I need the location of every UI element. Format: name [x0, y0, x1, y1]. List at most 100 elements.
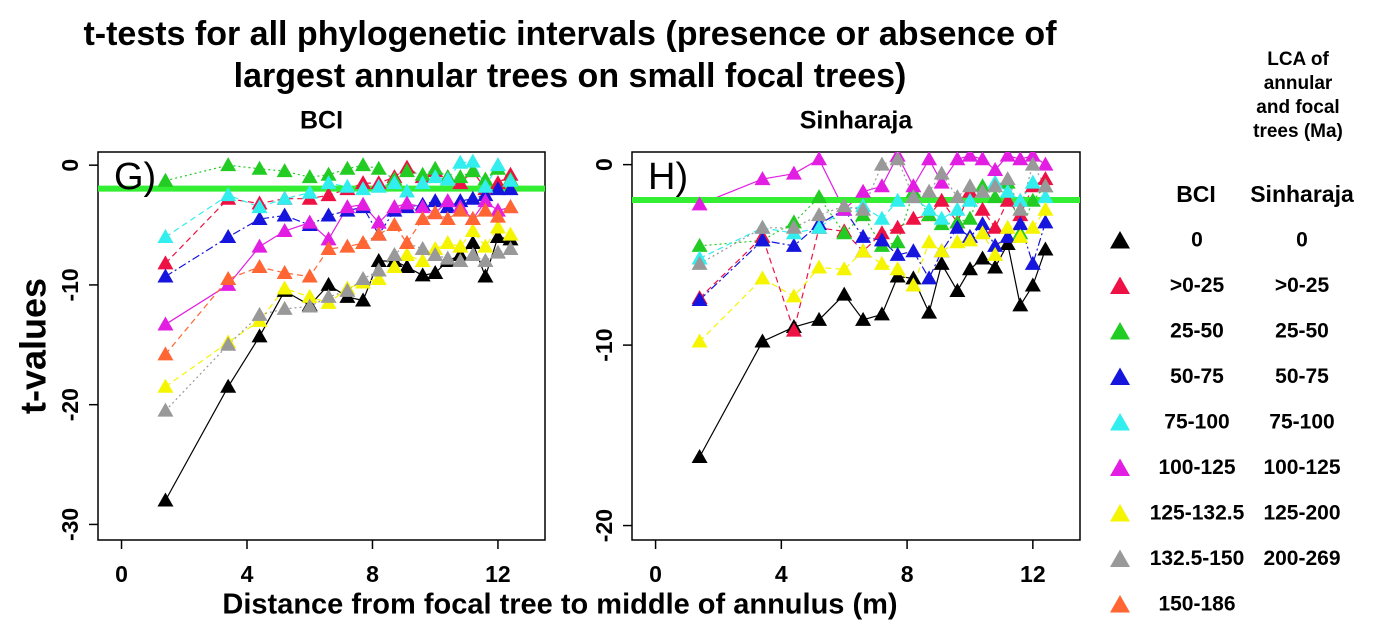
triangle-marker — [464, 223, 481, 238]
triangle-marker — [251, 328, 268, 343]
legend-label: 75-100 — [1269, 411, 1334, 434]
triangle-marker — [933, 255, 950, 270]
triangle-marker — [251, 211, 268, 226]
y-tick-label: -20 — [591, 509, 617, 542]
legend-label: 50-75 — [1170, 365, 1224, 388]
triangle-marker — [157, 172, 174, 187]
triangle-marker — [386, 258, 403, 273]
triangle-marker — [301, 214, 318, 229]
triangle-marker — [754, 219, 771, 234]
triangle-marker — [889, 246, 906, 261]
triangle-marker — [1012, 152, 1029, 166]
triangle-marker — [754, 232, 771, 247]
triangle-marker — [220, 187, 237, 202]
triangle-marker — [339, 199, 356, 214]
legend-swatch — [1110, 549, 1130, 567]
triangle-marker — [355, 292, 372, 307]
triangle-marker — [477, 171, 494, 186]
triangle-marker — [464, 235, 481, 250]
triangle-marker — [398, 195, 415, 210]
triangle-marker — [873, 156, 890, 171]
triangle-marker — [999, 192, 1016, 207]
triangle-marker — [320, 175, 337, 190]
triangle-marker — [873, 232, 890, 247]
triangle-marker — [873, 225, 890, 240]
triangle-marker — [1037, 171, 1054, 186]
legend-swatch — [1110, 458, 1130, 476]
x-tick-label: 12 — [1020, 561, 1046, 587]
triangle-marker — [811, 207, 828, 222]
triangle-marker — [811, 152, 828, 166]
series-line — [164, 206, 511, 355]
triangle-marker — [452, 202, 469, 217]
triangle-marker — [157, 402, 174, 417]
triangle-marker — [961, 210, 978, 225]
x-tick-label: 8 — [901, 561, 914, 587]
triangle-marker — [987, 237, 1004, 252]
triangle-marker — [489, 181, 506, 196]
legend-swatch — [1110, 276, 1130, 294]
chart-title: t-tests for all phylogenetic intervals (… — [83, 15, 1057, 53]
triangle-marker — [320, 231, 337, 246]
triangle-marker — [1024, 219, 1041, 234]
triangle-marker — [439, 211, 456, 226]
triangle-marker — [873, 210, 890, 225]
legend-swatch — [1110, 231, 1130, 249]
triangle-marker — [921, 304, 938, 319]
triangle-marker — [220, 229, 237, 244]
triangle-marker — [439, 235, 456, 250]
triangle-marker — [477, 268, 494, 283]
triangle-marker — [502, 241, 519, 255]
triangle-marker — [811, 219, 828, 234]
legend-label: 125-132.5 — [1150, 502, 1245, 525]
triangle-marker — [398, 183, 415, 198]
y-axis-label: t-values — [13, 278, 54, 414]
triangle-marker — [439, 250, 456, 265]
triangle-marker — [489, 208, 506, 223]
triangle-marker — [1024, 192, 1041, 207]
legend-title: and focal — [1256, 97, 1339, 118]
x-tick-label: 4 — [775, 561, 788, 587]
triangle-marker — [452, 252, 469, 267]
triangle-marker — [157, 255, 174, 270]
chart-title: largest annular trees on small focal tre… — [234, 57, 907, 95]
triangle-marker — [427, 246, 444, 261]
triangle-marker — [949, 282, 966, 297]
triangle-marker — [987, 259, 1004, 274]
y-tick-label: -10 — [57, 268, 83, 301]
triangle-marker — [220, 270, 237, 285]
triangle-marker — [386, 175, 403, 190]
triangle-marker — [921, 152, 938, 166]
legend-swatch — [1110, 504, 1130, 522]
triangle-marker — [873, 255, 890, 270]
triangle-marker — [933, 210, 950, 225]
triangle-marker — [157, 229, 174, 244]
triangle-marker — [974, 201, 991, 216]
triangle-marker — [414, 199, 431, 214]
triangle-marker — [370, 252, 387, 267]
legend-label: 100-125 — [1263, 456, 1340, 479]
triangle-marker — [811, 311, 828, 326]
triangle-marker — [301, 169, 318, 184]
triangle-marker — [370, 226, 387, 241]
triangle-marker — [785, 237, 802, 252]
triangle-marker — [502, 172, 519, 187]
legend-title: LCA of — [1267, 49, 1329, 70]
triangle-marker — [370, 178, 387, 193]
triangle-marker — [1037, 189, 1054, 204]
legend-label: 200-269 — [1263, 547, 1340, 570]
triangle-marker — [1024, 156, 1041, 171]
triangle-marker — [427, 193, 444, 208]
triangle-marker — [691, 448, 708, 463]
triangle-marker — [464, 190, 481, 205]
triangle-marker — [477, 252, 494, 267]
triangle-marker — [961, 152, 978, 162]
triangle-marker — [339, 160, 356, 175]
triangle-marker — [464, 211, 481, 226]
triangle-marker — [276, 280, 293, 295]
triangle-marker — [339, 178, 356, 193]
triangle-marker — [489, 157, 506, 172]
triangle-marker — [961, 178, 978, 193]
triangle-marker — [370, 214, 387, 229]
triangle-marker — [933, 192, 950, 207]
